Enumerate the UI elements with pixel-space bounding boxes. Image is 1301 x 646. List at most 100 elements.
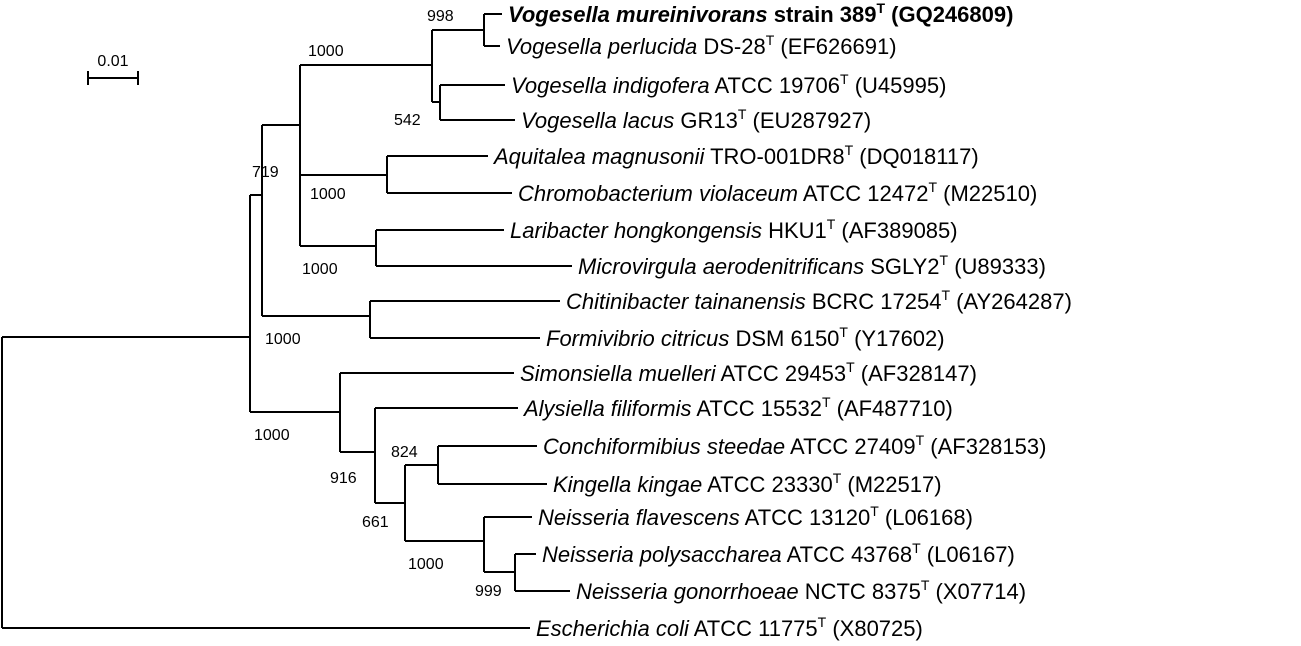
type-strain-mark: T	[870, 503, 879, 519]
leaf-species-name: Escherichia coli	[536, 616, 690, 641]
leaf-strain: TRO-001DR8	[704, 144, 844, 169]
bootstrap-999: 999	[475, 583, 502, 600]
type-strain-mark: T	[738, 106, 747, 122]
leaf-label: Alysiella filiformis ATCC 15532T (AF4877…	[522, 394, 953, 421]
leaf-species-name: Vogesella lacus	[521, 108, 674, 133]
bootstrap-824: 824	[391, 444, 418, 461]
leaf-strain: DS-28	[697, 34, 765, 59]
type-strain-mark: T	[876, 0, 885, 16]
leaf-strain: DSM 6150	[729, 326, 839, 351]
type-strain-mark: T	[766, 32, 775, 48]
type-strain-mark: T	[846, 359, 855, 375]
type-strain-mark: T	[845, 142, 854, 158]
leaf-label: Kingella kingae ATCC 23330T (M22517)	[553, 470, 942, 497]
leaf-strain: BCRC 17254	[806, 289, 942, 314]
type-strain-mark: T	[928, 179, 937, 195]
bootstrap-916: 916	[330, 470, 357, 487]
leaf-accession: (X07714)	[929, 579, 1026, 604]
leaf-species-name: Kingella kingae	[553, 472, 702, 497]
type-strain-mark: T	[921, 577, 930, 593]
leaf-strain: ATCC 15532	[691, 396, 821, 421]
bootstrap-1000-neisseria: 1000	[408, 556, 444, 573]
scale-bar-label: 0.01	[97, 53, 128, 70]
leaf-accession: (AY264287)	[950, 289, 1072, 314]
leaf-strain: GR13	[674, 108, 738, 133]
leaf-accession: (GQ246809)	[885, 2, 1013, 27]
leaf-strain: HKU1	[762, 218, 827, 243]
scale-bar: 0.01	[87, 53, 139, 85]
leaf-species-name: Neisseria flavescens	[538, 505, 740, 530]
leaf-label: Chromobacterium violaceum ATCC 12472T (M…	[518, 179, 1037, 206]
leaf-label: Formivibrio citricus DSM 6150T (Y17602)	[546, 324, 945, 351]
type-strain-mark: T	[912, 540, 921, 556]
leaf-strain: ATCC 11775	[689, 616, 818, 641]
type-strain-mark: T	[941, 287, 950, 303]
bootstrap-542: 542	[394, 112, 421, 129]
leaf-species-name: Vogesella mureinivorans	[508, 2, 768, 27]
leaf-species-name: Neisseria polysaccharea	[542, 542, 782, 567]
type-strain-mark: T	[818, 614, 827, 630]
leaf-label: Escherichia coli ATCC 11775T (X80725)	[536, 614, 923, 641]
leaf-accession: (U45995)	[849, 73, 947, 98]
type-strain-mark: T	[833, 470, 842, 486]
leaf-label: Microvirgula aerodenitrificans SGLY2T (U…	[578, 252, 1046, 279]
leaf-species-name: Simonsiella muelleri	[520, 361, 717, 386]
leaf-label: Vogesella perlucida DS-28T (EF626691)	[506, 32, 897, 59]
leaf-accession: (L06168)	[879, 505, 973, 530]
leaf-species-name: Formivibrio citricus	[546, 326, 729, 351]
leaf-accession: (L06167)	[921, 542, 1015, 567]
leaf-label: Vogesella lacus GR13T (EU287927)	[521, 106, 871, 133]
leaf-species-name: Aquitalea magnusonii	[492, 144, 705, 169]
leaf-species-name: Neisseria gonorrhoeae	[576, 579, 799, 604]
leaf-label: Simonsiella muelleri ATCC 29453T (AF3281…	[520, 359, 977, 386]
leaf-accession: (AF328153)	[924, 434, 1046, 459]
type-strain-mark: T	[840, 71, 849, 87]
leaf-strain: ATCC 43768	[782, 542, 912, 567]
bootstrap-1000-lower: 1000	[254, 427, 290, 444]
tree-branches	[1, 13, 572, 629]
leaf-strain: SGLY2	[864, 254, 939, 279]
type-strain-mark: T	[827, 216, 836, 232]
leaf-label: Vogesella mureinivorans strain 389T (GQ2…	[508, 0, 1013, 27]
leaf-label: Vogesella indigofera ATCC 19706T (U45995…	[511, 71, 946, 98]
bootstrap-998: 998	[427, 8, 454, 25]
leaf-strain: strain 389	[768, 2, 877, 27]
leaf-species-name: Vogesella indigofera	[511, 73, 710, 98]
leaf-species-name: Vogesella perlucida	[506, 34, 697, 59]
bootstrap-661: 661	[362, 514, 389, 531]
leaf-species-name: Conchiformibius steedae	[543, 434, 785, 459]
leaf-strain: ATCC 12472	[798, 181, 928, 206]
bootstrap-values: 998 1000 542 719 1000 1000 1000 1000 916…	[252, 8, 502, 600]
leaf-strain: ATCC 19706	[710, 73, 840, 98]
leaf-strain: NCTC 8375	[799, 579, 921, 604]
leaf-species-name: Laribacter hongkongensis	[510, 218, 762, 243]
leaf-label: Conchiformibius steedae ATCC 27409T (AF3…	[543, 432, 1046, 459]
leaf-accession: (EU287927)	[746, 108, 871, 133]
type-strain-mark: T	[916, 432, 925, 448]
leaf-label: Chitinibacter tainanensis BCRC 17254T (A…	[566, 287, 1072, 314]
leaf-labels: Vogesella mureinivorans strain 389T (GQ2…	[492, 0, 1072, 641]
leaf-accession: (DQ018117)	[853, 144, 979, 169]
leaf-strain: ATCC 27409	[785, 434, 915, 459]
leaf-accession: (M22517)	[841, 472, 941, 497]
leaf-accession: (X80725)	[826, 616, 923, 641]
leaf-strain: ATCC 23330	[702, 472, 832, 497]
leaf-species-name: Microvirgula aerodenitrificans	[578, 254, 864, 279]
leaf-accession: (U89333)	[948, 254, 1046, 279]
leaf-label: Aquitalea magnusonii TRO-001DR8T (DQ0181…	[492, 142, 979, 169]
leaf-species-name: Alysiella filiformis	[522, 396, 691, 421]
leaf-label: Neisseria polysaccharea ATCC 43768T (L06…	[542, 540, 1015, 567]
leaf-strain: ATCC 29453	[716, 361, 846, 386]
type-strain-mark: T	[822, 394, 831, 410]
type-strain-mark: T	[940, 252, 949, 268]
leaf-accession: (AF389085)	[835, 218, 957, 243]
bootstrap-1000-vogesella-clade: 1000	[308, 43, 344, 60]
bootstrap-1000-chitinibacter: 1000	[265, 331, 301, 348]
bootstrap-1000-laribacter: 1000	[302, 261, 338, 278]
leaf-species-name: Chitinibacter tainanensis	[566, 289, 806, 314]
leaf-label: Neisseria gonorrhoeae NCTC 8375T (X07714…	[576, 577, 1026, 604]
leaf-species-name: Chromobacterium violaceum	[518, 181, 798, 206]
bootstrap-1000-aquitalea: 1000	[310, 186, 346, 203]
leaf-accession: (AF487710)	[831, 396, 953, 421]
